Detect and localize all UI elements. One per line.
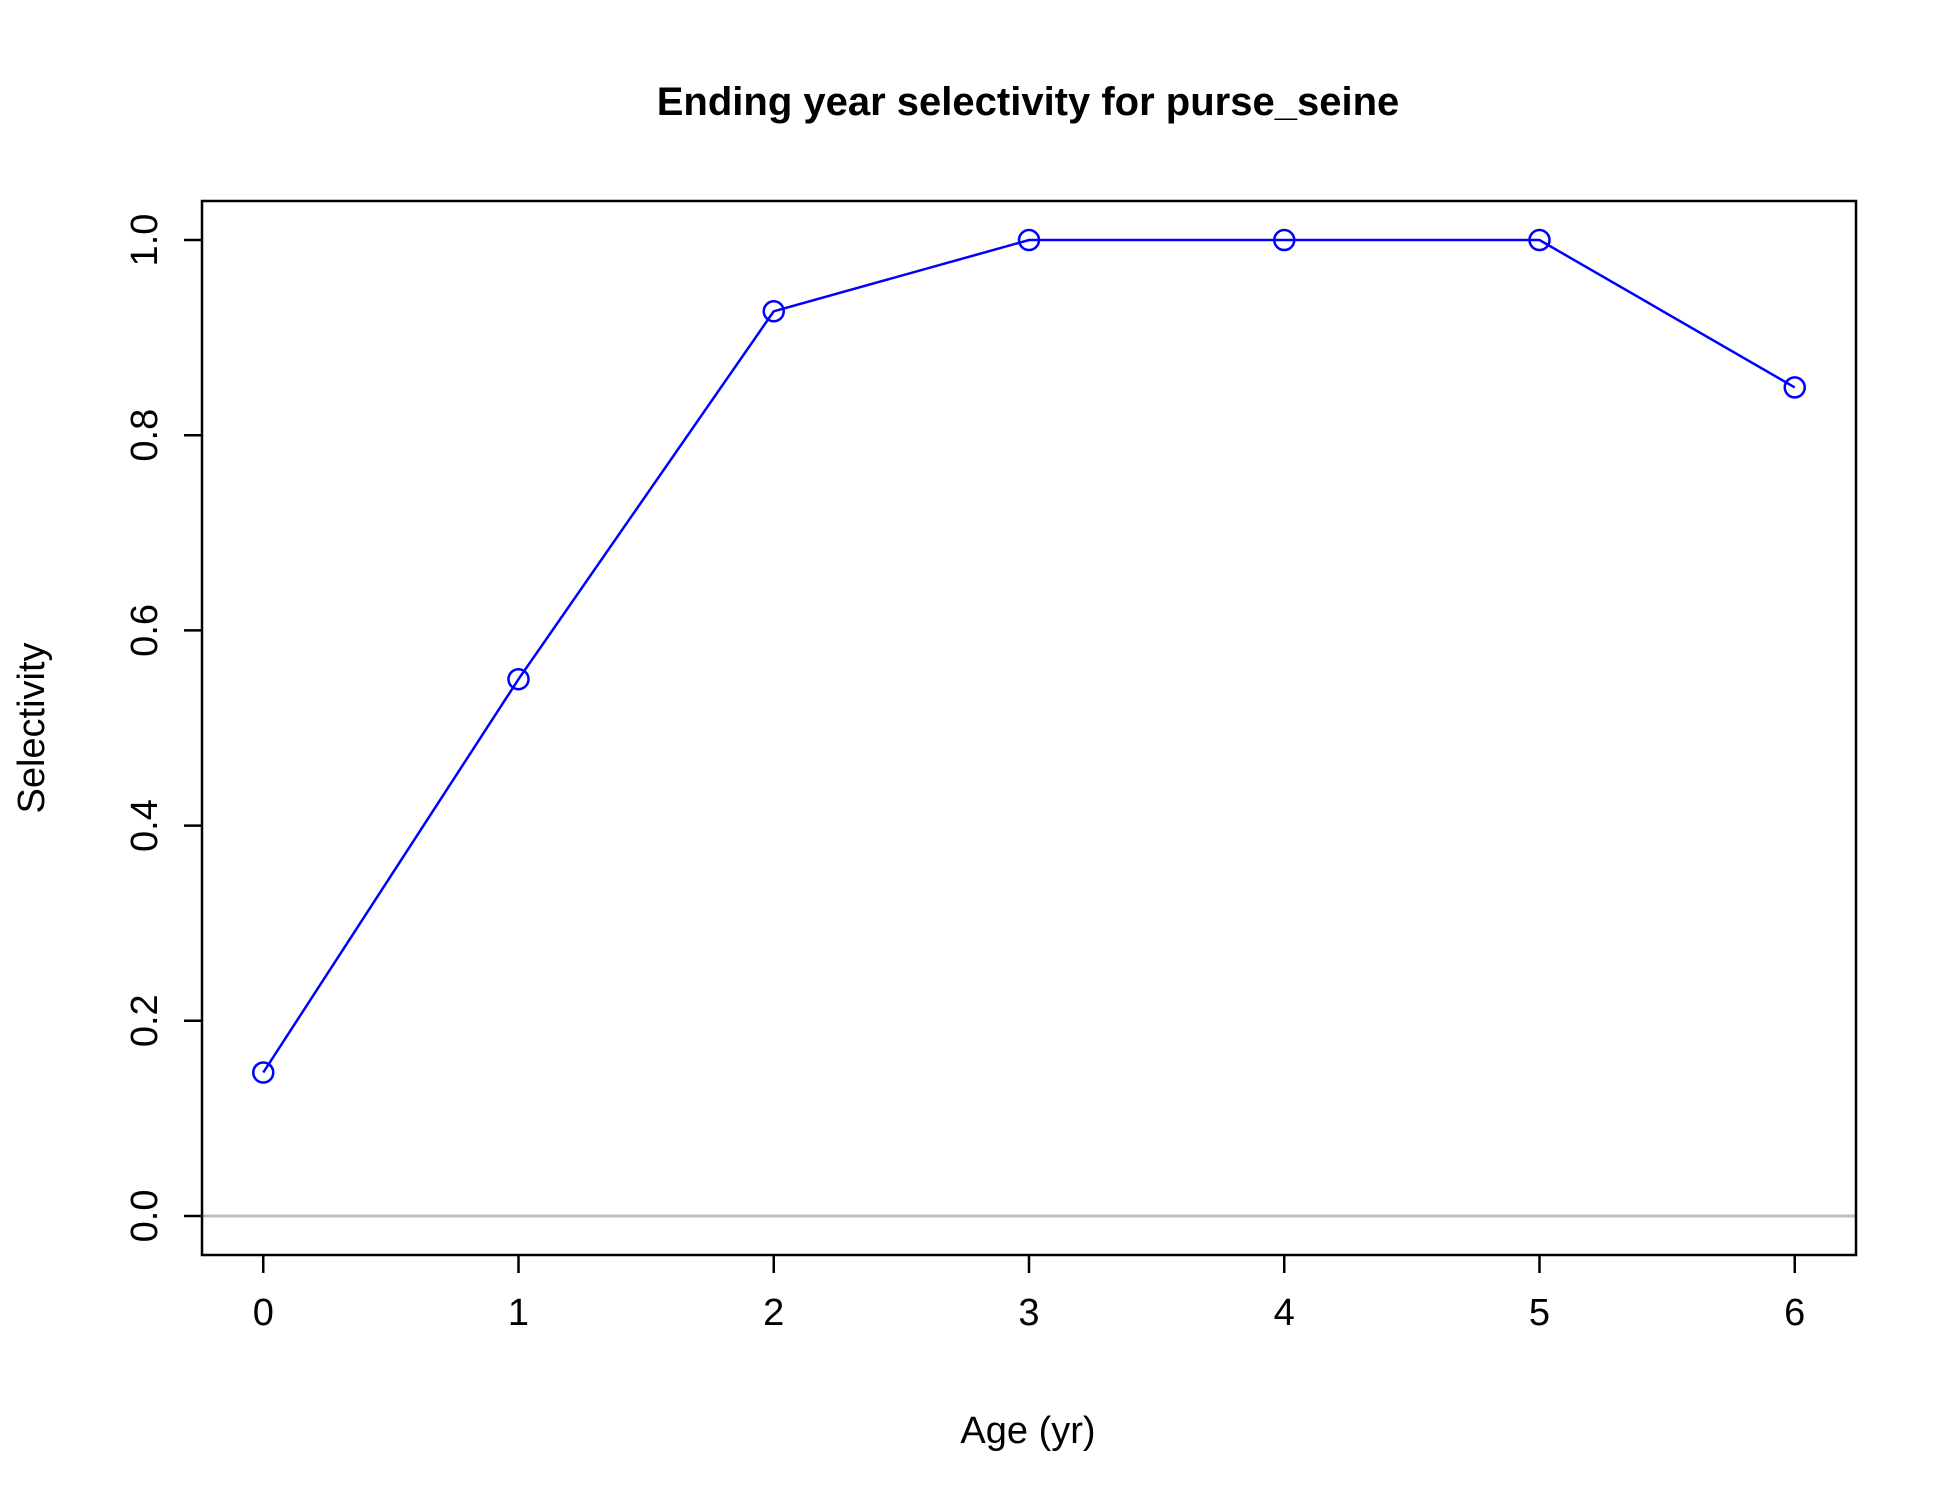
data-point [1272,228,1296,252]
data-point [1528,228,1551,252]
y-tick-label: 0.2 [124,994,166,1047]
x-tick-label: 3 [1018,1292,1039,1334]
x-tick-label: 4 [1274,1292,1295,1334]
y-tick-label: 1.0 [124,214,166,267]
y-tick-label: 0.6 [124,604,166,657]
x-tick-label: 1 [508,1292,529,1334]
y-tick-label: 0.8 [124,409,166,462]
y-tick-label: 0.0 [124,1190,166,1243]
data-point [762,300,786,323]
data-point [252,1061,275,1084]
x-axis-label: Age (yr) [960,1410,1095,1452]
y-tick-label: 0.4 [124,799,166,852]
chart-title: Ending year selectivity for purse_seine [657,80,1400,124]
x-tick-label: 2 [763,1292,784,1334]
plot-frame [200,199,1858,1257]
x-tick-label: 0 [253,1292,274,1334]
data-point [1783,376,1806,399]
data-point [1017,228,1041,252]
series-line [262,238,1796,1074]
x-tick-label: 5 [1529,1292,1550,1334]
y-axis-label: Selectivity [11,642,53,813]
plot-area: 0 1 2 3 4 5 6 0.0 0.2 0.4 0.6 0.8 1.0 [124,199,1858,1334]
data-point [507,667,530,691]
x-tick-label: 6 [1784,1292,1805,1334]
